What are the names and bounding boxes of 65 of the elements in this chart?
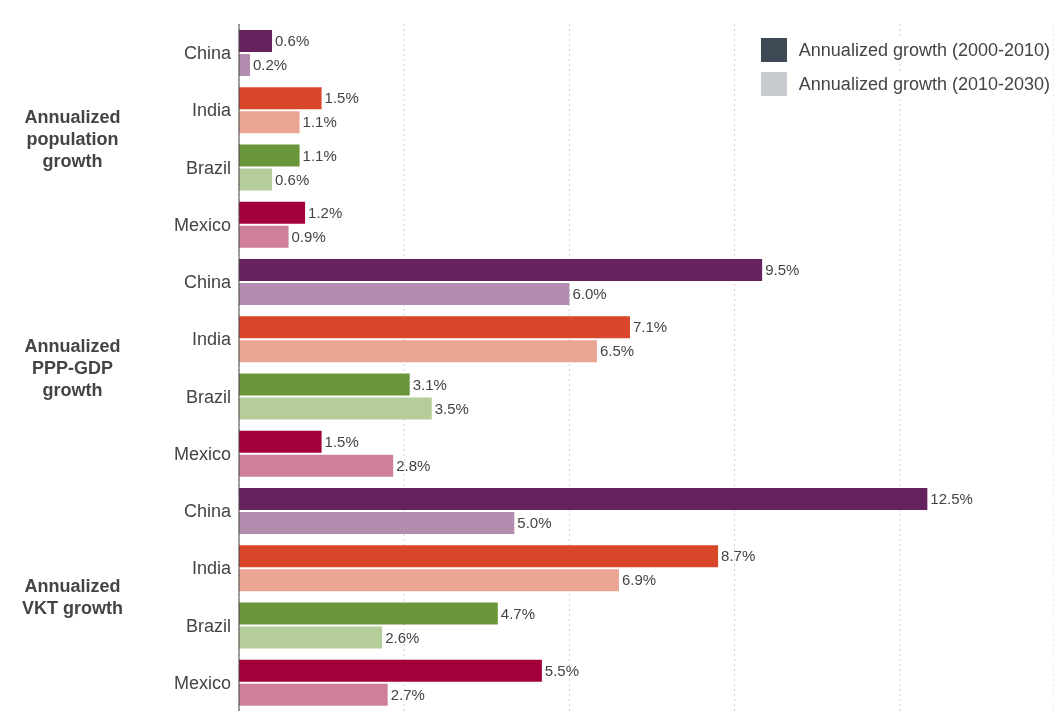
- text: Annualized growth (2000-2010): [798, 39, 1050, 61]
- bar: [239, 283, 570, 305]
- bar: [239, 545, 719, 568]
- bar: [239, 454, 394, 477]
- bar: [239, 340, 597, 363]
- text: Annualized population growth: [23, 105, 122, 172]
- bar: [239, 144, 300, 167]
- y-tick-label: China: [183, 272, 232, 293]
- bar: [239, 259, 763, 281]
- bar: [239, 225, 289, 248]
- bar: [239, 111, 300, 134]
- data-label: 6.5%: [599, 342, 635, 360]
- text: Annualized growth (2010-2030): [798, 73, 1050, 95]
- data-label: 0.2%: [253, 56, 288, 73]
- text: Annualized VKT growth: [21, 574, 124, 619]
- y-tick-label: India: [191, 100, 232, 121]
- data-label: 3.1%: [412, 375, 447, 393]
- data-label: 1.5%: [324, 89, 359, 107]
- y-tick-label: Brazil: [185, 157, 231, 178]
- data-label: 4.7%: [500, 604, 536, 622]
- data-label: 2.6%: [385, 628, 420, 646]
- y-tick-label: India: [191, 558, 232, 579]
- bar: [239, 316, 630, 339]
- bar: [239, 168, 273, 191]
- bar: [239, 602, 498, 625]
- bar: [239, 87, 322, 110]
- bar: [239, 54, 251, 76]
- y-tick-label: India: [191, 329, 232, 350]
- bar: [239, 397, 432, 420]
- data-label: 1.1%: [302, 146, 337, 164]
- text: Annualized PPP-GDP growth: [23, 334, 122, 401]
- data-label: 9.5%: [765, 261, 800, 278]
- data-label: 0.9%: [291, 227, 326, 245]
- data-label: 8.7%: [721, 547, 756, 565]
- y-tick-label: Brazil: [185, 386, 231, 407]
- bar: [239, 488, 928, 510]
- data-label: 2.7%: [390, 685, 425, 703]
- data-label: 0.6%: [275, 32, 310, 49]
- data-label: 1.2%: [308, 203, 343, 221]
- data-label: 5.5%: [544, 661, 580, 679]
- bar: [239, 512, 515, 534]
- bar: [239, 659, 542, 682]
- bar: [239, 430, 322, 453]
- data-label: 5.0%: [517, 514, 552, 531]
- data-label: 1.5%: [324, 432, 359, 450]
- bar: [239, 201, 306, 224]
- bar: [239, 569, 619, 592]
- y-tick-label: Brazil: [185, 615, 231, 636]
- data-label: 3.5%: [434, 399, 469, 417]
- data-label: 1.1%: [302, 113, 337, 131]
- data-label: 12.5%: [930, 490, 973, 507]
- y-tick-label: China: [183, 43, 232, 64]
- y-tick-label: Mexico: [173, 214, 231, 235]
- data-label: 2.8%: [396, 456, 431, 474]
- bar: [239, 683, 388, 706]
- y-tick-label: Mexico: [173, 672, 231, 693]
- bar: [239, 30, 273, 52]
- data-label: 7.1%: [632, 318, 668, 336]
- bar: [239, 626, 383, 649]
- y-tick-label: Mexico: [173, 443, 231, 464]
- y-tick-label: China: [183, 501, 232, 522]
- data-label: 6.0%: [572, 285, 607, 302]
- data-label: 0.6%: [275, 170, 310, 188]
- data-label: 6.9%: [621, 571, 657, 589]
- bar: [239, 373, 410, 396]
